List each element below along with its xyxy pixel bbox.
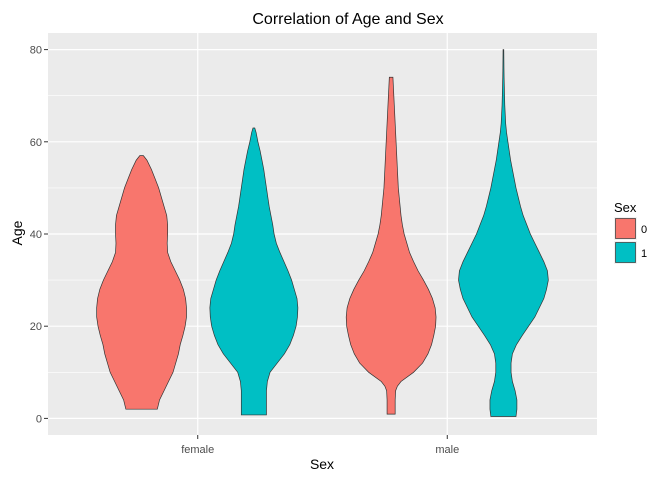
y-tick-label: 20 — [30, 321, 42, 333]
x-tick-label: male — [435, 444, 459, 456]
legend-label-0: 0 — [641, 224, 647, 236]
legend-label-1: 1 — [641, 248, 647, 260]
y-tick-label: 60 — [30, 137, 42, 149]
y-axis: 0 20 40 60 80 — [30, 45, 48, 425]
x-tick-label: female — [181, 444, 214, 456]
legend-key-1 — [615, 242, 636, 263]
y-axis-title: Age — [9, 220, 25, 245]
legend-title: Sex — [614, 200, 637, 215]
y-tick-label: 80 — [30, 45, 42, 57]
violins — [96, 49, 549, 417]
violin-female-0 — [96, 155, 187, 410]
violin-male-1 — [458, 49, 549, 417]
legend-key-0 — [615, 218, 636, 239]
violin-female-1 — [209, 127, 299, 416]
y-tick-label: 0 — [36, 413, 42, 425]
x-axis: female male — [181, 435, 459, 456]
violin-male-0 — [345, 76, 437, 415]
x-axis-title: Sex — [310, 456, 334, 472]
legend: Sex 0 1 — [614, 200, 647, 264]
chart-title: Correlation of Age and Sex — [252, 11, 443, 28]
y-tick-label: 40 — [30, 229, 42, 241]
